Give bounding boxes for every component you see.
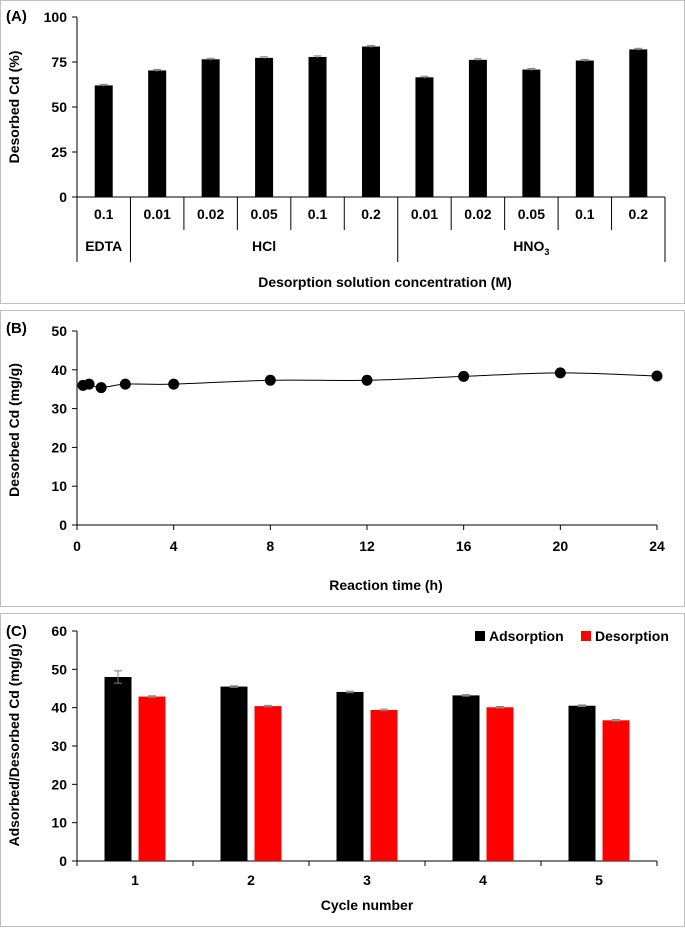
panel-a-y-tick-label: 25 [51,144,67,160]
panel-c-bar-desorption [254,706,282,861]
panel-c-x-tick-label: 3 [363,872,371,888]
panel-c-x-tick-label: 1 [131,872,139,888]
panel-c-xlabel: Cycle number [321,897,414,913]
panel-c-legend-label-adsorption: Adsorption [489,628,564,644]
panel-a-x-tick-label: 0.02 [197,206,224,222]
panel-a-xlabel: Desorption solution concentration (M) [258,274,512,290]
panel-c-legend-swatch-desorption [581,631,591,641]
panel-b-frame [0,310,685,607]
panel-a-group-label: HCl [252,238,276,254]
panel-b-point [168,378,180,390]
panel-a-y-tick-label: 0 [59,189,67,205]
panel-b-y-tick-label: 30 [51,401,67,417]
panel-a-x-tick-label: 0.01 [144,206,171,222]
panel-b-x-tick-label: 12 [359,538,375,554]
panel-c-y-tick-label: 30 [51,738,67,754]
panel-b-x-tick-label: 0 [73,538,81,554]
panel-c-x-tick-label: 4 [479,872,487,888]
panel-a-bar [468,59,487,198]
panel-c-y-tick-label: 50 [51,661,67,677]
panel-a-bar [148,70,167,197]
panel-b-point [119,378,131,390]
panel-b-xlabel: Reaction time (h) [329,577,443,593]
panel-a-label: (A) [6,8,27,25]
panel-b-point [83,378,95,390]
panel-a-bar [362,46,380,197]
panel-c-x-tick-label: 5 [595,872,603,888]
panel-b-y-tick-label: 50 [51,323,67,339]
panel-a-group-subscript: 3 [544,247,549,257]
panel-b-point [361,374,373,386]
panel-b-y-tick-label: 10 [51,478,67,494]
panel-a-bar [201,59,220,197]
panel-c-y-tick-label: 20 [51,776,67,792]
panel-a-x-tick-label: 0.2 [361,206,381,222]
panel-a-ylabel: Desorbed Cd (%) [6,51,22,164]
panel-c-bar-desorption [486,707,514,861]
panel-a-bar [308,56,327,198]
panel-a-y-tick-label: 100 [44,9,68,25]
panel-c-bar-adsorption [336,691,364,861]
panel-a-x-tick-label: 0.05 [250,206,277,222]
panel-c-bar-adsorption [568,705,596,861]
panel-c-ylabel: Adsorbed/Desorbed Cd (mg/g) [6,643,22,846]
panel-a-x-tick-label: 0.2 [629,206,649,222]
panel-c-label: (C) [6,623,27,640]
panel-a-bar [522,69,541,197]
panel-a-bar [415,77,434,197]
panel-c-y-tick-label: 0 [59,853,67,869]
panel-b-point [264,374,276,386]
panel-c-bar-adsorption [220,686,248,861]
panel-a-y-tick-label: 50 [51,99,67,115]
panel-a-bar [629,49,648,198]
panel-a-x-tick-label: 0.1 [575,206,595,222]
panel-a-x-tick-label: 0.02 [464,206,491,222]
panel-c-bar-adsorption [104,677,132,861]
panel-b-ylabel: Desorbed Cd (mg/g) [6,363,22,497]
panel-a-group-label: HNO3 [513,238,549,257]
panel-a-x-tick-label: 0.01 [411,206,438,222]
panel-c-y-tick-label: 60 [51,623,67,639]
panel-a-x-tick-label: 0.1 [308,206,328,222]
panel-b-x-tick-label: 8 [266,538,274,554]
panel-c-y-tick-label: 10 [51,815,67,831]
panel-a-bar [575,60,594,198]
panel-b-y-tick-label: 40 [51,362,67,378]
panel-a-x-tick-label: 0.1 [94,206,114,222]
panel-c-x-tick-label: 2 [247,872,255,888]
panel-b-y-tick-label: 20 [51,439,67,455]
panel-b-x-tick-label: 16 [456,538,472,554]
panel-b-point [95,382,107,394]
panel-c-legend-swatch-adsorption [475,631,485,641]
panel-b-point [651,370,663,382]
panel-c-y-tick-label: 40 [51,700,67,716]
panel-b-x-tick-label: 4 [170,538,178,554]
panel-c-bar-desorption [602,720,630,861]
panel-b-label: (B) [6,320,27,337]
panel-b-point [458,370,470,382]
panel-a-bar [94,85,113,197]
panel-a-y-tick-label: 75 [51,54,67,70]
panel-a-x-tick-label: 0.05 [518,206,545,222]
panel-c-bar-adsorption [452,695,480,861]
panel-c-bar-desorption [370,709,398,861]
panel-c-bar-desorption [138,696,166,861]
panel-a-group-label: EDTA [85,238,122,254]
panel-b-x-tick-label: 20 [553,538,569,554]
panel-b-point [554,367,566,379]
panel-b-x-tick-label: 24 [649,538,665,554]
panel-b-y-tick-label: 0 [59,517,67,533]
panel-c-legend-label-desorption: Desorption [595,628,669,644]
panel-a-bar [255,57,274,197]
